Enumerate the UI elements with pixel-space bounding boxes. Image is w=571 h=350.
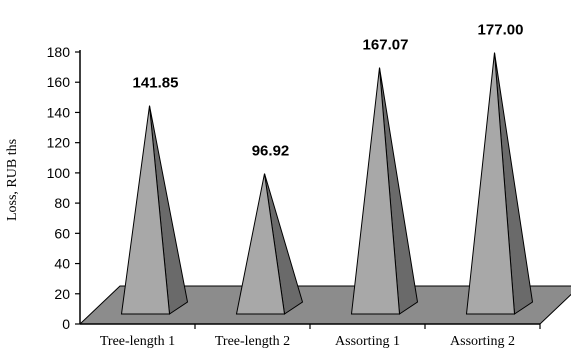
- y-tick-label: 40: [54, 256, 70, 272]
- y-tick-label: 140: [47, 104, 71, 120]
- x-tick-label: Assorting 2: [450, 334, 515, 349]
- bar: [235, 173, 304, 315]
- data-label: 141.85: [133, 75, 179, 92]
- x-tick-label: Tree-length 1: [100, 334, 175, 349]
- y-tick-label: 160: [47, 74, 71, 90]
- x-tick-label: Tree-length 2: [215, 334, 290, 349]
- bars: [120, 52, 534, 315]
- bar-front-face: [350, 67, 401, 315]
- y-tick-label: 20: [54, 286, 70, 302]
- y-tick-label: 120: [47, 135, 71, 151]
- y-tick-label: 180: [47, 44, 71, 60]
- data-label: 96.92: [252, 143, 290, 160]
- bar-front-face: [465, 52, 516, 315]
- data-labels: 141.85 96.92 167.07 177.00: [133, 22, 524, 160]
- bar: [350, 67, 419, 315]
- bar-front-face: [120, 105, 171, 315]
- x-tick-label: Assorting 1: [335, 334, 400, 349]
- bar: [120, 105, 189, 315]
- y-tick-label: 100: [47, 165, 71, 181]
- bar-front-face: [235, 173, 286, 315]
- y-tick-label: 0: [62, 316, 70, 332]
- data-label: 167.07: [363, 37, 409, 54]
- y-tick-label: 60: [54, 225, 70, 241]
- y-tick-label: 80: [54, 195, 70, 211]
- axes: 0 20 40 60 80 100 120 140 160 180 Tree-length 1 Tre…: [47, 44, 541, 349]
- data-label: 177.00: [478, 22, 524, 39]
- y-axis-label: Loss, RUB ths: [5, 139, 20, 221]
- bar: [465, 52, 534, 315]
